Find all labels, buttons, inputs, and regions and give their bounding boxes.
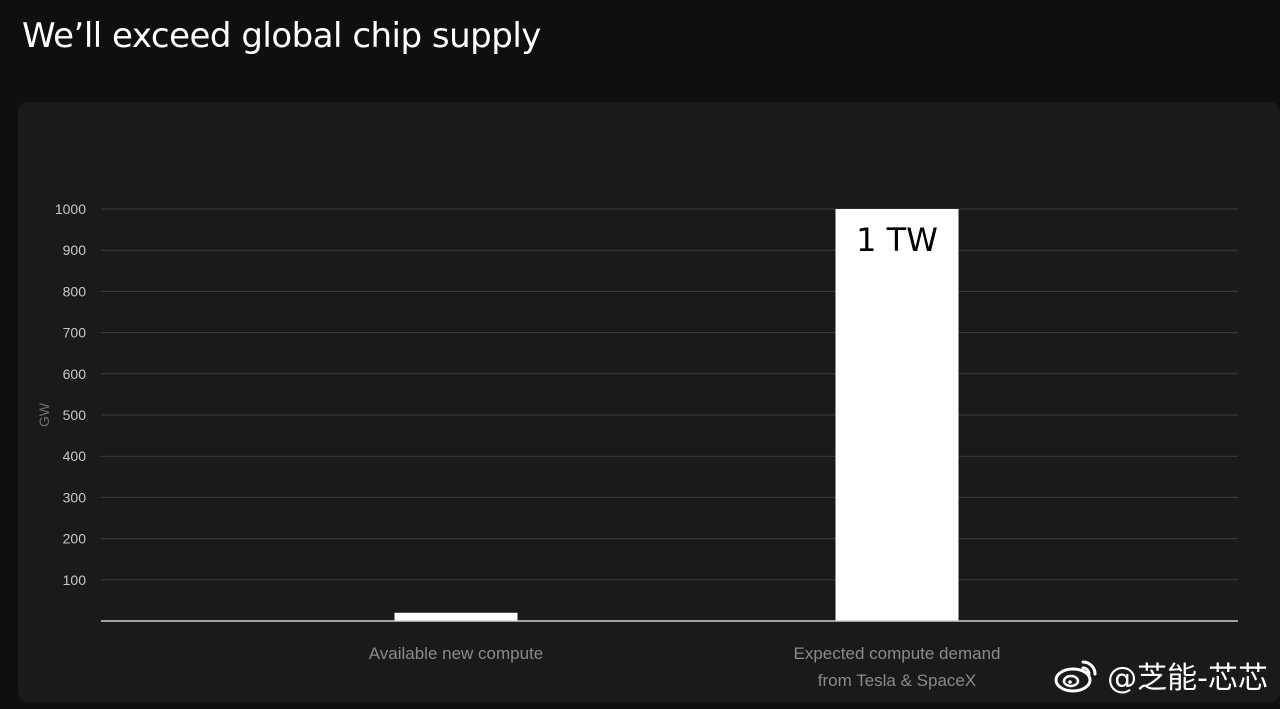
y-tick-label: 800 <box>63 283 87 299</box>
category-label: Expected compute demand <box>794 644 1001 663</box>
page-title: We’ll exceed global chip supply <box>22 16 541 56</box>
y-tick-label: 1000 <box>55 201 86 217</box>
y-tick-label: 300 <box>63 489 87 505</box>
y-tick-label: 700 <box>63 325 87 341</box>
y-axis-label: GW <box>36 402 52 427</box>
data-label: 1 TW <box>856 221 938 259</box>
y-tick-label: 100 <box>63 572 87 588</box>
watermark: @芝能-芯芯 <box>1053 653 1268 697</box>
y-tick-label: 500 <box>63 407 87 423</box>
bar <box>394 612 518 621</box>
weibo-icon <box>1054 660 1097 693</box>
y-tick-label: 400 <box>63 448 87 464</box>
y-tick-label: 900 <box>63 242 87 258</box>
bar <box>835 209 959 621</box>
watermark-text: @芝能-芯芯 <box>1107 661 1268 696</box>
category-label: Available new compute <box>369 644 544 663</box>
chart-panel <box>18 102 1280 702</box>
y-tick-label: 200 <box>63 531 87 547</box>
category-label: from Tesla & SpaceX <box>818 671 976 690</box>
y-tick-label: 600 <box>63 366 87 382</box>
